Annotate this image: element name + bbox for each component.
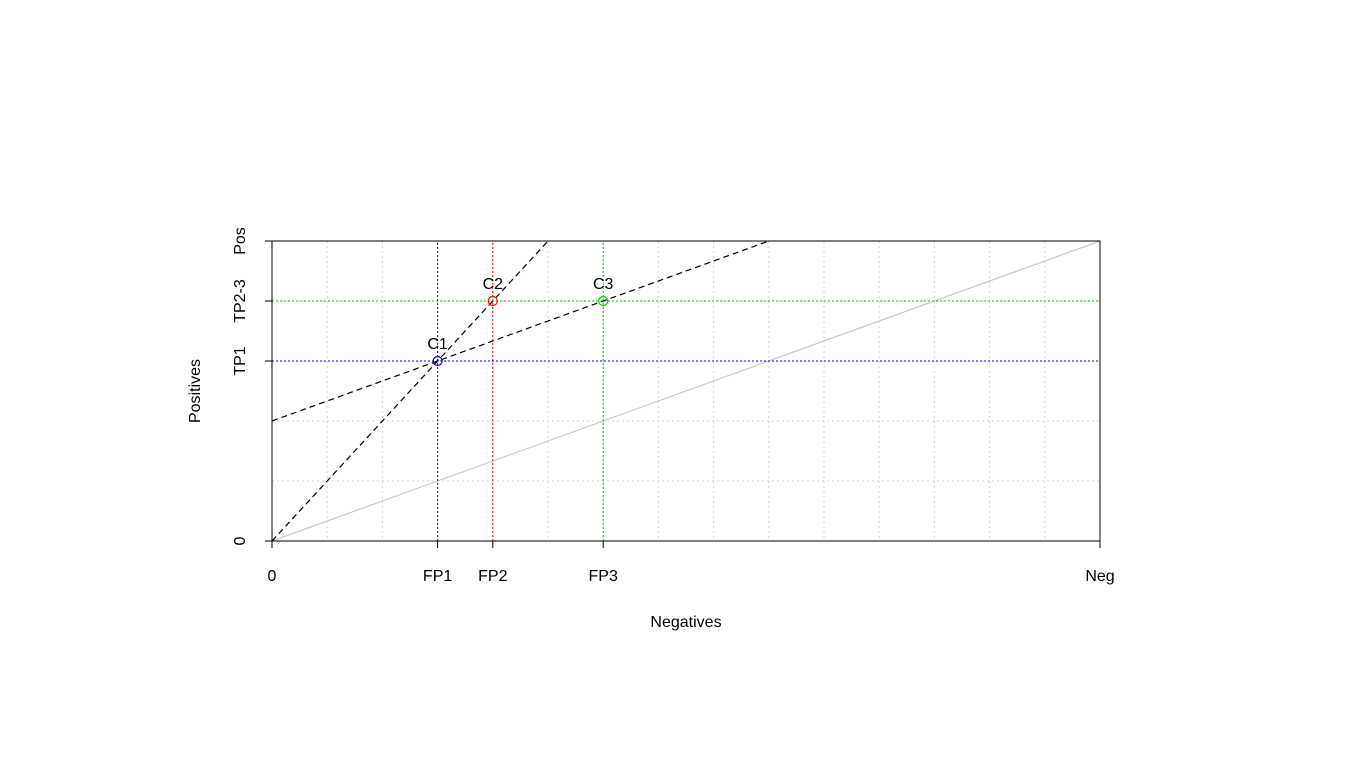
data-point-c1 — [432, 355, 443, 367]
reference-lines — [272, 241, 1100, 541]
x-tick-label: FP3 — [589, 568, 618, 585]
y-axis-ticks: 0 TP1 TP2-3 Pos — [232, 227, 272, 545]
x-axis-ticks: 0 FP1 FP2 FP3 Neg — [268, 541, 1115, 585]
point-label-c2: C2 — [483, 276, 504, 293]
plot-border — [271, 240, 1101, 542]
point-label-c3: C3 — [593, 276, 614, 293]
data-point-c3 — [598, 295, 609, 307]
diagonal-segment — [271, 240, 1101, 542]
x-tick-label: FP1 — [423, 568, 452, 585]
y-axis-label: Positives — [187, 359, 204, 423]
y-tick-label: 0 — [232, 536, 249, 545]
diagonal-line — [271, 240, 1101, 542]
y-tick-label: TP1 — [232, 346, 249, 375]
isometric-line — [271, 240, 549, 542]
point-label-c1: C1 — [427, 336, 448, 353]
x-tick-label: FP2 — [478, 568, 507, 585]
y-tick-label: Pos — [232, 227, 249, 255]
y-tick-label: TP2-3 — [232, 279, 249, 323]
x-tick-label: Neg — [1085, 568, 1114, 585]
x-axis-label: Negatives — [650, 614, 721, 631]
data-point-c2 — [487, 295, 498, 307]
isometric-line — [271, 240, 770, 422]
data-points: C1 C2 C3 — [427, 276, 614, 367]
x-tick-label: 0 — [268, 568, 277, 585]
isometric-lines — [271, 240, 770, 542]
